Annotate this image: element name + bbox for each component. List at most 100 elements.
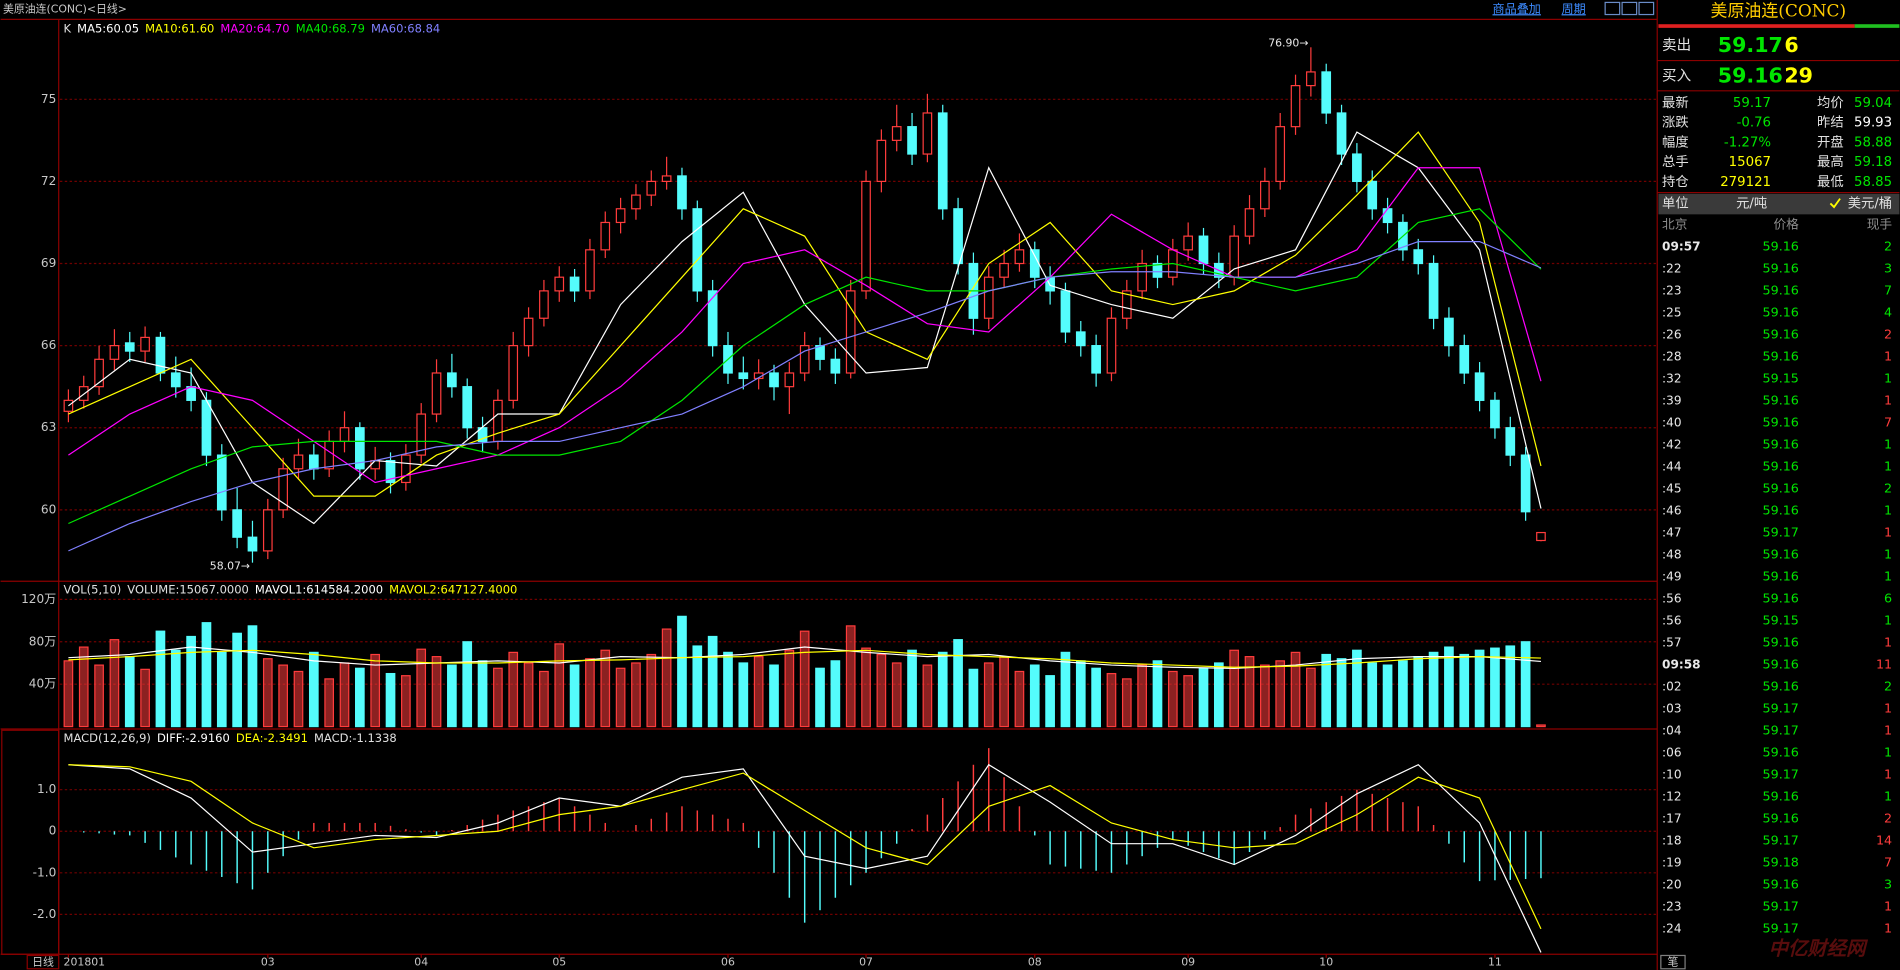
candle-body <box>845 290 856 374</box>
candle-body <box>1536 531 1546 542</box>
candle-body <box>661 175 672 183</box>
trade-price: 59.17 <box>1763 700 1799 715</box>
trade-time: :28 <box>1662 349 1681 363</box>
x-tick-label: 05 <box>552 956 566 969</box>
stat-value: 279121 <box>1720 175 1771 190</box>
candle-body <box>508 345 519 401</box>
legend-entry: MAVOL1:614584.2000 <box>255 582 383 596</box>
stat-label: 开盘 <box>1817 133 1844 150</box>
candle-body <box>1321 71 1332 114</box>
tab-box[interactable] <box>1660 954 1686 970</box>
trade-price: 59.16 <box>1763 305 1799 320</box>
trade-time: :17 <box>1662 811 1681 825</box>
volume-bar <box>1045 675 1055 728</box>
period-box <box>26 954 60 970</box>
volume-bar <box>692 645 703 728</box>
volume-bar <box>769 664 779 728</box>
window-controls[interactable] <box>1604 1 1655 16</box>
trade-time: :45 <box>1662 481 1681 495</box>
control-icon[interactable] <box>1621 1 1638 16</box>
trade-volume: 11 <box>1876 656 1892 671</box>
trade-volume: 1 <box>1884 788 1892 803</box>
trade-price: 59.15 <box>1763 370 1799 385</box>
candle-body <box>1474 372 1485 401</box>
volume-bar <box>615 667 626 728</box>
y-tick-label: -2.0 <box>33 907 57 921</box>
volume-bar <box>861 647 871 728</box>
candle-body <box>462 386 473 429</box>
volume-bar <box>1060 651 1071 728</box>
legend-entry: MACD:-1.1338 <box>314 731 397 745</box>
candle-body <box>600 221 611 251</box>
quote-volume: 29 <box>1784 63 1813 87</box>
volume-bar <box>201 622 212 728</box>
candle-body <box>539 290 549 319</box>
volume-bar <box>1444 646 1454 728</box>
unit-option[interactable]: 美元/桶 <box>1848 195 1892 211</box>
trade-price: 59.16 <box>1763 480 1799 495</box>
trade-time: :03 <box>1662 701 1681 715</box>
y-tick-label: 80万 <box>29 634 56 648</box>
trade-volume: 1 <box>1884 612 1892 627</box>
trade-volume: 4 <box>1884 305 1892 320</box>
trade-volume: 1 <box>1884 392 1892 407</box>
candle-body <box>385 459 396 484</box>
stat-value: 59.93 <box>1854 116 1892 131</box>
volume-bar <box>1321 653 1332 728</box>
trade-volume: 1 <box>1884 524 1892 539</box>
trade-price: 59.16 <box>1763 568 1799 583</box>
trade-price: 59.16 <box>1763 348 1799 363</box>
control-icon[interactable] <box>1638 1 1655 16</box>
trade-price: 59.16 <box>1763 788 1799 803</box>
candle-body <box>247 536 258 552</box>
volume-bar <box>109 639 120 728</box>
indicator-line <box>68 649 1541 668</box>
candle-body <box>1060 290 1071 333</box>
candle-body <box>1137 262 1147 292</box>
trade-volume: 2 <box>1884 810 1892 825</box>
volume-bar <box>186 635 196 728</box>
overlay-button[interactable]: 商品叠加 <box>1493 1 1541 16</box>
candle-body <box>922 112 933 155</box>
trade-volume: 7 <box>1884 854 1892 869</box>
trade-volume: 1 <box>1884 700 1892 715</box>
trade-time: :18 <box>1662 833 1681 847</box>
candle-body <box>1152 262 1163 278</box>
volume-bar <box>1183 675 1194 728</box>
indicator-line <box>68 208 1542 525</box>
trade-volume: 1 <box>1884 568 1892 583</box>
trade-volume: 1 <box>1884 920 1892 935</box>
candle-body <box>891 126 902 141</box>
candle-body <box>646 180 657 196</box>
volume-bar <box>370 653 381 728</box>
volume-bar <box>278 664 288 728</box>
panel-subtitle: VOLUME:15067.0000 <box>127 582 249 596</box>
candle-body <box>278 468 288 511</box>
trade-price: 59.17 <box>1763 524 1799 539</box>
trade-price: 59.16 <box>1763 810 1799 825</box>
period-button[interactable]: 周期 <box>1562 2 1586 16</box>
volume-bar <box>907 649 917 728</box>
stat-value: 15067 <box>1729 155 1771 170</box>
quote-price: 59.17 <box>1718 33 1783 57</box>
volume-bar <box>401 675 411 728</box>
period-label: 日线 <box>32 955 54 969</box>
volume-bar <box>262 658 273 728</box>
trade-price: 59.16 <box>1763 876 1799 891</box>
candle-body <box>738 372 749 380</box>
candle-body <box>1260 180 1270 210</box>
y-tick-label: 60 <box>41 502 56 516</box>
volume-bar <box>1306 667 1316 728</box>
trade-price: 59.16 <box>1763 656 1799 671</box>
volume-bar <box>1106 672 1117 728</box>
control-icon[interactable] <box>1604 1 1621 16</box>
volume-bar <box>1152 660 1163 728</box>
volume-bar <box>1382 664 1393 728</box>
tab-label[interactable]: 笔 <box>1668 955 1679 969</box>
volume-bar <box>631 662 641 728</box>
trade-price: 59.16 <box>1763 678 1799 693</box>
legend-entry: MA10:61.60 <box>145 22 214 36</box>
unit-option[interactable]: 元/吨 <box>1736 195 1767 211</box>
volume-bar <box>232 632 242 728</box>
